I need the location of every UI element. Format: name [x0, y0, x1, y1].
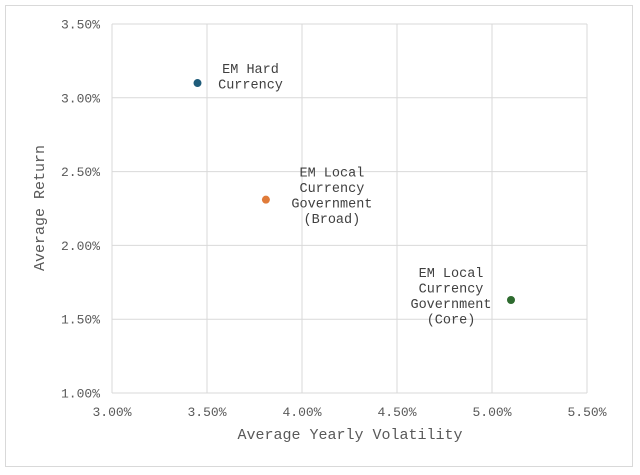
- x-tick-label: 3.00%: [92, 405, 131, 420]
- data-label: EM Hard Currency: [218, 63, 283, 94]
- y-tick-label: 1.50%: [61, 313, 100, 328]
- y-tick-label: 2.50%: [61, 165, 100, 180]
- y-tick-label: 3.00%: [61, 91, 100, 106]
- y-tick-label: 2.00%: [61, 239, 100, 254]
- data-point: [261, 195, 270, 204]
- x-tick-label: 5.50%: [567, 405, 606, 420]
- y-tick-label: 3.50%: [61, 18, 100, 33]
- data-label: EM Local Currency Government (Core): [410, 267, 491, 329]
- y-axis-ticks: 3.50% 3.00% 2.50% 2.00% 1.50% 1.00%: [61, 18, 100, 402]
- x-axis-ticks: 3.00% 3.50% 4.00% 4.50% 5.00% 5.50%: [92, 405, 606, 420]
- x-axis-title: Average Yearly Volatility: [237, 427, 462, 444]
- x-tick-label: 4.50%: [377, 405, 416, 420]
- grid-lines: [111, 23, 588, 394]
- y-tick-label: 1.00%: [61, 387, 100, 402]
- x-tick-label: 5.00%: [472, 405, 511, 420]
- data-points: EM Hard Currency EM Local Currency Governmen…: [193, 63, 515, 329]
- x-tick-label: 3.50%: [187, 405, 226, 420]
- data-point: [507, 296, 515, 305]
- y-axis-title: Average Return: [32, 145, 49, 271]
- chart-frame: [5, 5, 633, 467]
- x-tick-label: 4.00%: [282, 405, 321, 420]
- data-label: EM Local Currency Government (Broad): [291, 167, 372, 229]
- data-point: [193, 79, 202, 88]
